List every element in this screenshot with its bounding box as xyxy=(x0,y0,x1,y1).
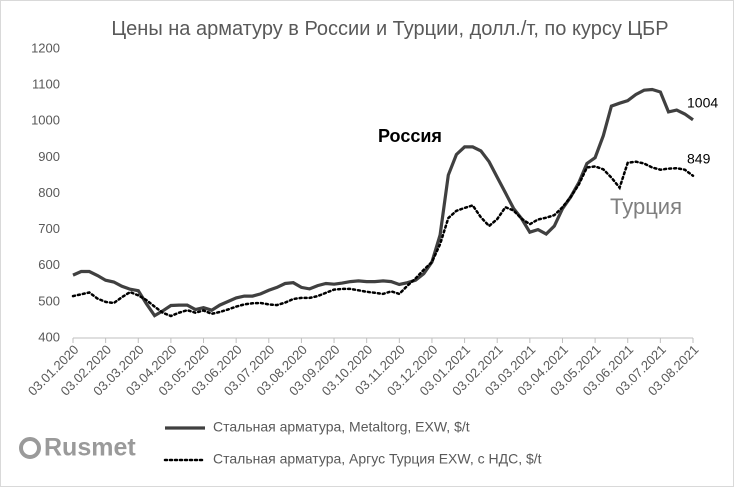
chart-title: Цены на арматуру в России и Турции, долл… xyxy=(111,18,669,40)
y-tick-label: 1200 xyxy=(31,40,60,55)
series-line xyxy=(71,160,695,318)
y-tick-label: 1000 xyxy=(31,113,60,128)
logo-icon xyxy=(19,437,41,459)
data-label: 849 xyxy=(687,151,711,167)
legend-label: Стальная арматура, Аргус Турция EXW, с Н… xyxy=(213,451,542,467)
y-tick-label: 400 xyxy=(38,329,60,344)
y-tick-label: 800 xyxy=(38,185,60,200)
annotation: Турция xyxy=(610,194,682,219)
y-tick-label: 900 xyxy=(38,149,60,164)
y-tick-label: 1100 xyxy=(32,77,60,92)
watermark: Rusmet xyxy=(44,434,136,462)
y-tick-label: 500 xyxy=(38,293,60,308)
y-tick-label: 700 xyxy=(38,221,60,236)
legend-label: Стальная арматура, Metaltorg, EXW, $/t xyxy=(213,419,470,435)
data-label: 1004 xyxy=(687,95,718,111)
annotation: Россия xyxy=(378,126,442,146)
y-tick-label: 600 xyxy=(38,257,60,272)
series-line xyxy=(72,87,694,318)
